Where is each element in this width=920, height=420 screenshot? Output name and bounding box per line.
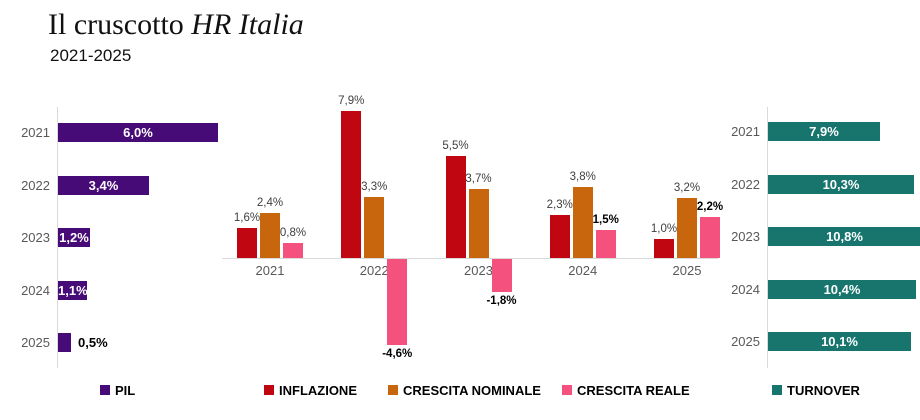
inflazione-legend-label: INFLAZIONE bbox=[279, 382, 357, 398]
growth-value-label: 1,6% bbox=[233, 212, 261, 224]
growth-value-label: 3,2% bbox=[673, 182, 701, 194]
pil-value-label: 1,1% bbox=[58, 282, 88, 298]
turnover-bar-2021 bbox=[768, 122, 880, 141]
pil-value-label: 3,4% bbox=[88, 177, 119, 193]
turnover-bar-2025 bbox=[768, 332, 911, 351]
turnover-value-label: 10,3% bbox=[822, 176, 860, 192]
growth-bar-2022-1 bbox=[341, 111, 362, 258]
turnover-value-label: 10,1% bbox=[821, 334, 858, 349]
turnover-bar-2022 bbox=[768, 174, 914, 194]
growth-year-label: 2021 bbox=[255, 263, 285, 278]
growth-bar-2024-2 bbox=[572, 187, 593, 258]
growth-bar-2025-1 bbox=[654, 239, 674, 258]
turnover-year-label: 2022 bbox=[731, 176, 760, 192]
pil-legend-swatch bbox=[100, 385, 110, 395]
pil-bar-2025 bbox=[58, 333, 71, 352]
pil-year-label: 2024 bbox=[21, 282, 50, 298]
pil-axis-line bbox=[57, 107, 58, 368]
growth-year-label: 2022 bbox=[359, 263, 389, 278]
growth-bar-2024-3 bbox=[595, 230, 616, 258]
growth-value-label: -1,8% bbox=[486, 295, 517, 307]
legend-crescita-reale: CRESCITA REALE bbox=[562, 382, 690, 398]
growth-value-label: 5,5% bbox=[442, 140, 469, 152]
growth-year-label: 2024 bbox=[568, 263, 598, 278]
growth-bar-2023-1 bbox=[445, 156, 466, 258]
page-title-regular: Il cruscotto bbox=[48, 8, 192, 41]
pil-bar-2024 bbox=[58, 280, 87, 300]
legend-pil: PIL bbox=[100, 382, 136, 398]
growth-value-label: 3,3% bbox=[361, 181, 388, 193]
crescita-nominale-legend-swatch bbox=[388, 385, 398, 395]
growth-bar-2023-3 bbox=[491, 259, 512, 292]
growth-baseline bbox=[222, 258, 718, 259]
pil-year-label: 2023 bbox=[21, 230, 50, 245]
growth-value-label: 2,2% bbox=[696, 201, 724, 213]
turnover-year-label: 2021 bbox=[731, 124, 760, 139]
growth-value-label: 1,0% bbox=[650, 223, 678, 235]
turnover-year-label: 2023 bbox=[731, 229, 760, 244]
turnover-legend-swatch bbox=[772, 385, 782, 395]
crescita-reale-legend-label: CRESCITA REALE bbox=[577, 382, 690, 398]
pil-bar-2023 bbox=[58, 228, 90, 247]
legend-inflazione: INFLAZIONE bbox=[264, 382, 357, 398]
page-title-italic: HR Italia bbox=[191, 8, 304, 41]
growth-value-label: -4,6% bbox=[382, 348, 413, 360]
page-title: Il cruscotto HR Italia bbox=[48, 8, 304, 42]
turnover-bar-2023 bbox=[768, 227, 920, 246]
growth-value-label: 2,4% bbox=[256, 197, 284, 209]
pil-year-label: 2021 bbox=[21, 125, 50, 140]
growth-bar-2025-3 bbox=[700, 217, 720, 258]
growth-bar-2023-2 bbox=[468, 189, 489, 258]
turnover-value-label: 10,8% bbox=[826, 229, 863, 244]
pil-value-label: 6,0% bbox=[123, 125, 153, 140]
turnover-year-label: 2025 bbox=[731, 334, 760, 349]
growth-value-label: 3,7% bbox=[465, 173, 492, 185]
pil-value-label: 1,2% bbox=[59, 230, 89, 245]
growth-bar-2021-2 bbox=[260, 213, 280, 258]
growth-value-label: 1,5% bbox=[592, 214, 619, 226]
turnover-axis-line bbox=[767, 107, 768, 368]
growth-bar-2021-3 bbox=[283, 243, 303, 258]
turnover-value-label: 7,9% bbox=[809, 124, 839, 139]
growth-bar-2021-1 bbox=[237, 228, 257, 258]
pil-bar-2022 bbox=[58, 175, 149, 195]
crescita-reale-legend-swatch bbox=[562, 385, 572, 395]
growth-year-label: 2023 bbox=[464, 263, 493, 278]
pil-legend-label: PIL bbox=[115, 382, 136, 398]
subtitle: 2021-2025 bbox=[50, 46, 132, 65]
turnover-bar-2024 bbox=[768, 279, 916, 299]
turnover-legend-label: TURNOVER bbox=[787, 382, 860, 398]
growth-value-label: 7,9% bbox=[338, 95, 365, 107]
growth-year-label: 2025 bbox=[672, 263, 702, 278]
growth-bar-2025-2 bbox=[677, 198, 697, 258]
growth-value-label: 2,3% bbox=[546, 199, 573, 211]
turnover-year-label: 2024 bbox=[731, 281, 760, 297]
legend-crescita-nominale: CRESCITA NOMINALE bbox=[388, 382, 541, 398]
growth-bar-2024-1 bbox=[549, 215, 570, 258]
pil-year-label: 2025 bbox=[21, 335, 50, 350]
pil-value-label: 0,5% bbox=[78, 335, 108, 350]
growth-bar-2022-3 bbox=[387, 259, 408, 345]
growth-value-label: 3,8% bbox=[569, 171, 596, 183]
turnover-value-label: 10,4% bbox=[823, 281, 861, 297]
pil-year-label: 2022 bbox=[21, 177, 50, 193]
growth-bar-2022-2 bbox=[364, 197, 385, 258]
pil-bar-2021 bbox=[58, 123, 218, 142]
legend-turnover: TURNOVER bbox=[772, 382, 860, 398]
growth-value-label: 0,8% bbox=[279, 227, 307, 239]
inflazione-legend-swatch bbox=[264, 385, 274, 395]
crescita-nominale-legend-label: CRESCITA NOMINALE bbox=[403, 382, 541, 398]
